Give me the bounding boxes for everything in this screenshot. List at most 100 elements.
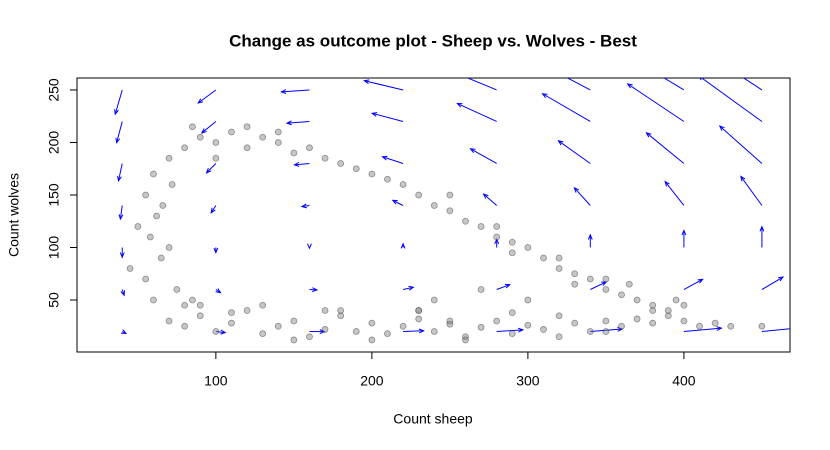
arrow-head: [759, 225, 765, 232]
x-axis-label: Count sheep: [393, 411, 473, 427]
point: [259, 133, 267, 141]
vector-arrow: [307, 243, 312, 250]
arrow-head: [120, 329, 128, 334]
vector-arrow: [663, 78, 685, 91]
point: [493, 233, 501, 241]
arrow-head: [716, 326, 723, 331]
arrow-shaft: [574, 187, 591, 206]
arrow-shaft: [372, 112, 404, 122]
vector-arrow: [119, 247, 125, 259]
point: [181, 301, 189, 309]
y-tick-label: 100: [46, 236, 62, 260]
vector-arrow: [400, 242, 406, 249]
arrow-shaft: [664, 181, 685, 206]
arrow-head: [504, 283, 511, 289]
vector-arrow: [213, 247, 219, 254]
point: [446, 317, 454, 325]
arrow-head: [573, 186, 580, 193]
point: [602, 328, 610, 335]
arrow-shaft: [590, 281, 607, 290]
vector-arrow: [309, 329, 326, 335]
point: [173, 286, 181, 293]
arrow-head: [312, 287, 319, 293]
point: [664, 307, 672, 314]
point: [446, 207, 454, 215]
vector-arrow: [496, 327, 525, 333]
arrow-head: [215, 288, 222, 294]
arrow-shaft: [402, 286, 414, 291]
arrow-shaft: [116, 121, 123, 143]
vector-arrow: [120, 329, 128, 334]
vector-arrow: [363, 79, 404, 91]
arrow-head: [626, 83, 633, 89]
point: [243, 307, 251, 314]
vector-arrow: [645, 132, 685, 164]
arrow-head: [307, 243, 312, 250]
point: [321, 154, 329, 162]
point: [196, 301, 204, 309]
vector-arrow: [210, 205, 217, 214]
vector-arrow: [681, 229, 687, 248]
point: [633, 315, 641, 323]
vector-arrow: [215, 288, 222, 294]
vector-arrow: [205, 163, 217, 174]
vector-arrow: [626, 83, 685, 122]
arrow-shaft: [558, 140, 591, 164]
point: [196, 133, 204, 141]
vector-arrow: [118, 205, 124, 221]
arrow-shaft: [740, 176, 763, 206]
point: [649, 319, 657, 327]
arrow-head: [117, 175, 122, 183]
arrow-head: [740, 175, 746, 182]
point: [477, 286, 485, 293]
point: [508, 309, 516, 317]
arrow-shaft: [542, 93, 591, 122]
point: [196, 312, 204, 320]
vector-arrow: [200, 121, 217, 134]
point: [571, 270, 579, 278]
arrow-shaft: [286, 120, 310, 124]
arrow-shaft: [392, 199, 404, 206]
point: [384, 175, 391, 183]
arrow-shaft: [215, 331, 226, 334]
arrow-shaft: [403, 330, 424, 333]
arrow-head: [114, 109, 119, 116]
point: [243, 144, 251, 152]
vector-arrow: [742, 78, 763, 91]
arrow-head: [293, 162, 300, 167]
point: [602, 275, 610, 283]
point: [352, 165, 360, 173]
x-tick-label: 400: [672, 373, 696, 389]
point: [758, 322, 766, 330]
point: [290, 336, 298, 344]
arrow-shaft: [683, 278, 703, 290]
arrow-shaft: [119, 205, 123, 220]
point: [142, 191, 150, 199]
vector-arrow: [664, 180, 685, 206]
arrow-head: [115, 137, 121, 144]
point: [142, 275, 150, 283]
point: [727, 322, 735, 330]
arrow-head: [300, 203, 307, 209]
arrow-head: [200, 128, 207, 134]
y-tick-label: 50: [46, 292, 62, 308]
point: [337, 160, 345, 167]
arrow-shaft: [496, 284, 510, 290]
point: [415, 191, 423, 199]
arrow-head: [197, 98, 204, 104]
point: [680, 317, 688, 325]
arrow-shaft: [382, 156, 404, 164]
point: [586, 328, 594, 335]
point: [259, 301, 267, 309]
vector-arrow: [482, 193, 498, 206]
point: [649, 301, 657, 309]
point: [571, 280, 579, 288]
vector-arrow: [370, 112, 404, 122]
arrow-head: [391, 199, 398, 205]
point: [274, 322, 282, 330]
arrow-head: [557, 140, 564, 146]
point: [696, 322, 703, 330]
arrow-head: [518, 327, 525, 333]
point: [462, 217, 469, 225]
y-tick-label: 200: [46, 131, 62, 155]
